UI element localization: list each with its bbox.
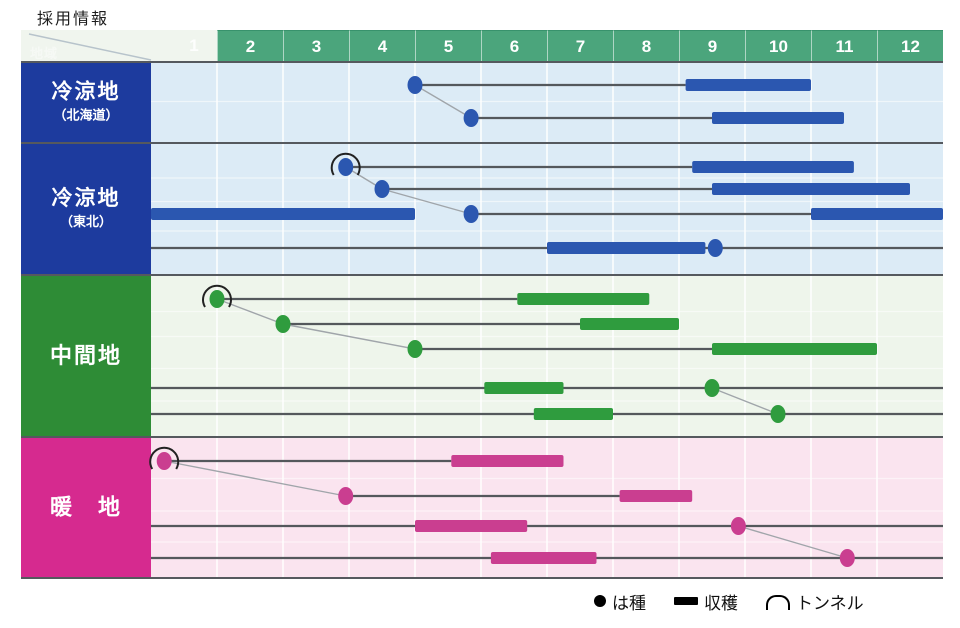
harvest-bar xyxy=(619,490,693,502)
month-header-7: 7 xyxy=(547,30,613,62)
tunnel-arc xyxy=(330,152,361,176)
region-sublabel-text-cool-hokkaido: （北海道） xyxy=(53,108,118,123)
dot-connector xyxy=(216,298,284,325)
sow-dot-icon xyxy=(594,595,606,607)
legend-harvest-label: 収穫 xyxy=(704,593,738,613)
harvest-bar xyxy=(547,242,706,254)
legend-sow-label: は種 xyxy=(612,593,646,613)
sowing-dot xyxy=(707,239,723,257)
sowing-dot xyxy=(463,109,479,127)
month-header-10: 10 xyxy=(745,30,811,62)
sowing-dot xyxy=(407,76,423,94)
corner-diagonal-line xyxy=(28,33,152,61)
harvest-bar xyxy=(580,318,679,330)
tunnel-arc xyxy=(202,284,232,308)
harvest-bar xyxy=(451,455,564,467)
region-label-cool-tohoku xyxy=(21,143,151,275)
sowing-dot xyxy=(407,340,423,358)
harvest-bar xyxy=(517,293,650,305)
header-corner-cell: 地域 1 xyxy=(21,30,217,62)
dot-connector xyxy=(738,525,848,559)
sowing-dot xyxy=(839,549,855,567)
harvest-bar xyxy=(811,208,943,220)
month-header-11: 11 xyxy=(811,30,877,62)
month-header-8: 8 xyxy=(613,30,679,62)
month-header-9: 9 xyxy=(679,30,745,62)
harvest-bar xyxy=(712,183,910,195)
month-header-1: 1 xyxy=(189,36,199,55)
harvest-bar xyxy=(712,112,844,124)
month-header-2: 2 xyxy=(217,30,283,62)
harvest-bar xyxy=(151,208,415,220)
sowing-dot xyxy=(275,315,291,333)
dot-connector xyxy=(414,84,472,119)
tunnel-arc-icon xyxy=(766,594,790,610)
corner-region-label: 地域 xyxy=(30,46,59,61)
harvest-bar xyxy=(490,552,597,564)
harvest-bar xyxy=(484,382,564,394)
region-label-text-intermediate: 中間地 xyxy=(50,343,122,368)
harvest-bar xyxy=(712,343,877,355)
sowing-dot xyxy=(770,405,786,423)
harvest-bar-icon xyxy=(674,597,698,605)
harvest-bar xyxy=(415,520,528,532)
dot-connector xyxy=(282,323,416,350)
legend-item-sow: は種 xyxy=(594,589,646,614)
region-sublabel-text-cool-tohoku: （東北） xyxy=(60,214,112,229)
region-label-text-cool-hokkaido: 冷涼地 xyxy=(52,80,121,104)
month-header-4: 4 xyxy=(349,30,415,62)
dot-connector xyxy=(381,188,472,215)
sowing-dot xyxy=(463,205,479,223)
region-label-cool-hokkaido xyxy=(21,62,151,143)
legend-item-harvest: 収穫 xyxy=(674,589,738,614)
dot-connector xyxy=(711,387,779,415)
region-label-warm xyxy=(21,437,151,578)
page-title: 採用情報 xyxy=(37,11,110,28)
sowing-dot xyxy=(374,180,390,198)
sowing-dot xyxy=(209,290,225,308)
chart-legend: は種 収穫 トンネル xyxy=(594,587,864,615)
sowing-dot xyxy=(704,379,720,397)
region-label-intermediate xyxy=(21,275,151,437)
region-label-text-warm: 暖 地 xyxy=(50,495,122,520)
dot-connector xyxy=(164,460,346,497)
harvest-bar xyxy=(533,408,613,420)
sowing-dot xyxy=(156,452,172,470)
harvest-bar xyxy=(692,161,854,173)
sowing-dot xyxy=(730,517,746,535)
month-header-5: 5 xyxy=(415,30,481,62)
region-label-text-cool-tohoku: 冷涼地 xyxy=(52,186,121,210)
month-header-3: 3 xyxy=(283,30,349,62)
harvest-bar xyxy=(685,79,811,91)
tunnel-arc xyxy=(149,446,180,470)
legend-tunnel-label: トンネル xyxy=(796,593,864,613)
month-header-12: 12 xyxy=(877,30,943,62)
month-header-6: 6 xyxy=(481,30,547,62)
sowing-dot xyxy=(338,487,354,505)
sowing-dot xyxy=(338,158,354,176)
legend-item-tunnel: トンネル xyxy=(766,589,864,614)
